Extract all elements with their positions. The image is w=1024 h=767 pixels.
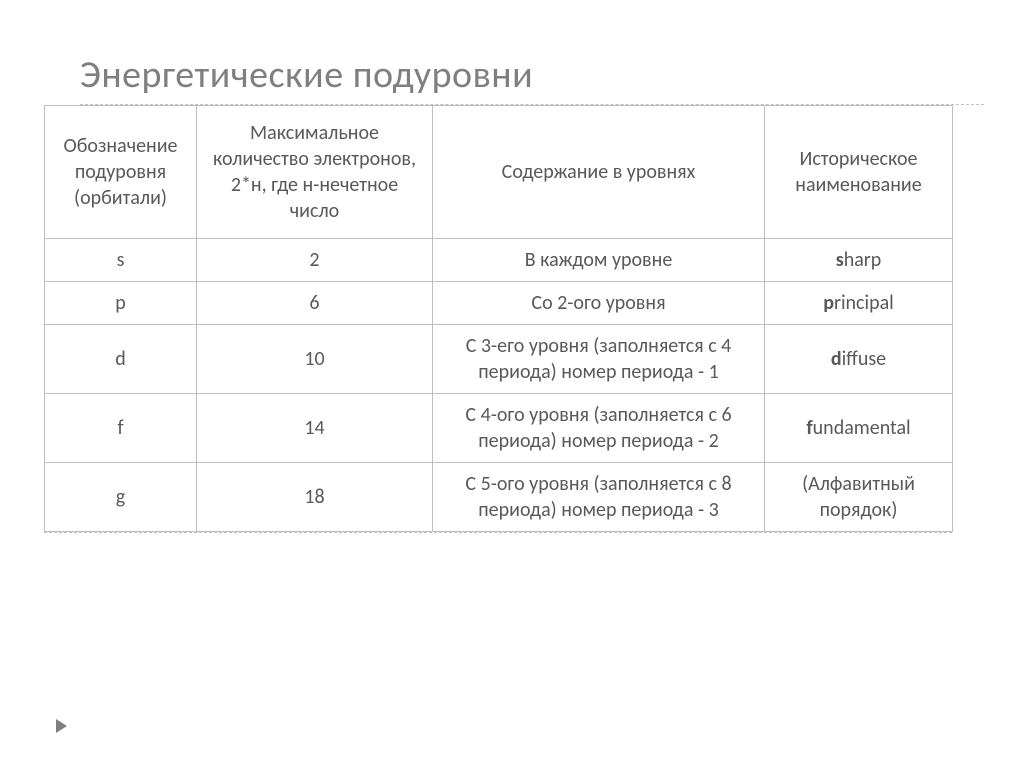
table-row: p 6 Со 2-ого уровня principal (45, 282, 953, 325)
cell-max: 6 (197, 282, 433, 325)
col-header-content: Содержание в уровнях (433, 106, 765, 239)
page-title: Энергетические подуровни (80, 52, 984, 98)
hist-first-letter: s (836, 248, 844, 272)
hist-rest: undamental (813, 416, 911, 440)
col-header-orbital: Обозначение подуровня (орбитали) (45, 106, 197, 239)
cell-orbital: p (45, 282, 197, 325)
cell-content: Со 2-ого уровня (433, 282, 765, 325)
col-header-historical: Историческое наименование (765, 106, 953, 239)
cell-historical: sharp (765, 239, 953, 282)
table-header-row: Обозначение подуровня (орбитали) Максима… (45, 106, 953, 239)
cell-historical: fundamental (765, 394, 953, 463)
cell-orbital: f (45, 394, 197, 463)
hist-rest: harp (844, 248, 882, 272)
col-header-max: Максимальное количество электронов, 2*н,… (197, 106, 433, 239)
cell-max: 14 (197, 394, 433, 463)
cell-orbital: d (45, 325, 197, 394)
hist-rest: rincipal (834, 291, 894, 315)
cell-max: 18 (197, 463, 433, 532)
hist-first-letter: d (831, 347, 842, 371)
cell-content: С 4-ого уровня (заполняется с 6 периода)… (433, 394, 765, 463)
footer-divider (44, 532, 952, 533)
cell-max: 2 (197, 239, 433, 282)
cell-content: С 3-его уровня (заполняется с 4 периода)… (433, 325, 765, 394)
table-row: f 14 С 4-ого уровня (заполняется с 6 пер… (45, 394, 953, 463)
cell-historical: (Алфавитный порядок) (765, 463, 953, 532)
cell-orbital: s (45, 239, 197, 282)
hist-first-letter: p (823, 291, 834, 315)
cell-historical: principal (765, 282, 953, 325)
hist-rest: (Алфавитный порядок) (802, 472, 915, 522)
hist-rest: iffuse (842, 347, 887, 371)
cell-content: В каждом уровне (433, 239, 765, 282)
cell-content: С 5-ого уровня (заполняется с 8 периода)… (433, 463, 765, 532)
table-row: g 18 С 5-ого уровня (заполняется с 8 пер… (45, 463, 953, 532)
next-arrow-icon[interactable] (56, 719, 67, 733)
cell-orbital: g (45, 463, 197, 532)
sublevels-table: Обозначение подуровня (орбитали) Максима… (44, 105, 953, 532)
cell-max: 10 (197, 325, 433, 394)
cell-historical: diffuse (765, 325, 953, 394)
table-row: d 10 С 3-его уровня (заполняется с 4 пер… (45, 325, 953, 394)
table-row: s 2 В каждом уровне sharp (45, 239, 953, 282)
title-block: Энергетические подуровни (80, 52, 984, 105)
